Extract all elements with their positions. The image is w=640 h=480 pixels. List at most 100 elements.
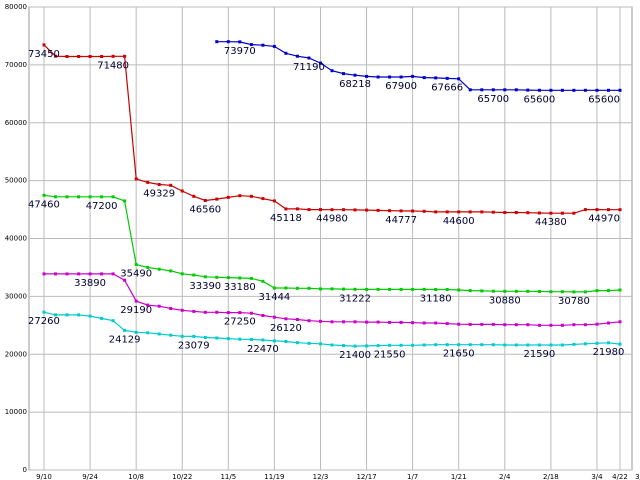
data-point (468, 210, 472, 214)
data-point (88, 55, 92, 58)
data-label: 67900 (385, 81, 417, 92)
data-point (272, 339, 276, 343)
data-point (365, 287, 369, 291)
data-point (514, 323, 518, 327)
data-point (192, 273, 196, 277)
data-point (88, 272, 92, 276)
data-point (192, 334, 196, 338)
data-point (226, 40, 230, 44)
data-point (88, 314, 92, 318)
data-point (445, 76, 449, 80)
data-point (618, 88, 622, 92)
data-point (111, 272, 115, 276)
data-point (353, 344, 357, 348)
data-point (319, 61, 322, 65)
data-point (618, 342, 622, 346)
series-layer (42, 40, 622, 348)
x-axis: 9/10 9/24 10/8 10/22 11/5 11/19 12/3 12/17 1/7 1/… (36, 473, 640, 480)
data-point (607, 88, 610, 92)
data-label: 35490 (120, 269, 152, 280)
data-point (342, 344, 345, 348)
data-point (319, 319, 322, 323)
data-label: 30780 (558, 296, 590, 307)
x-tick-label: 12/17 (356, 473, 376, 480)
data-point (537, 211, 541, 215)
data-point (457, 210, 461, 214)
data-point (169, 269, 173, 273)
data-point (295, 207, 299, 211)
data-point (226, 195, 230, 199)
data-point (146, 180, 150, 184)
data-point (307, 208, 311, 212)
data-point (572, 342, 576, 346)
data-point (607, 321, 610, 325)
data-point (503, 289, 507, 293)
data-point (146, 265, 150, 269)
data-point (330, 287, 334, 291)
data-point (411, 343, 415, 347)
data-point (203, 199, 207, 202)
data-label: 44600 (443, 216, 475, 227)
data-label: 21550 (374, 349, 406, 360)
data-point (261, 43, 265, 47)
data-point (618, 320, 622, 324)
data-point (134, 263, 138, 267)
data-point (169, 307, 173, 310)
data-point (77, 55, 81, 58)
data-point (238, 337, 242, 341)
data-point (595, 208, 599, 212)
data-point (146, 331, 150, 335)
data-point (342, 287, 345, 291)
data-point (595, 341, 599, 345)
data-point (238, 194, 242, 198)
data-point (65, 313, 69, 317)
series-0 (215, 40, 622, 92)
data-point (607, 289, 610, 293)
data-point (261, 314, 265, 317)
x-tick-label: 9/24 (82, 473, 98, 480)
data-point (457, 322, 461, 326)
data-point (491, 88, 495, 92)
data-point (180, 334, 184, 338)
data-point (249, 338, 253, 341)
data-point (215, 40, 219, 44)
data-point (365, 208, 369, 212)
data-point (388, 320, 392, 324)
data-point (607, 208, 610, 212)
y-tick-label: 40000 (5, 235, 27, 243)
data-point (491, 210, 495, 214)
data-labels: 73450 71480 73970 71190 68218 67900 67666 65700… (28, 46, 624, 361)
data-point (157, 332, 161, 336)
data-label: 44970 (588, 214, 620, 225)
data-point (295, 341, 299, 345)
x-tick-label: 3/18 (635, 473, 640, 480)
x-tick-label: 4/22 (612, 473, 628, 480)
data-label: 44777 (385, 215, 417, 226)
data-point (376, 344, 380, 348)
y-tick-label: 60000 (5, 119, 27, 127)
data-point (77, 272, 81, 276)
data-point (272, 199, 276, 203)
data-point (284, 51, 288, 55)
data-point (434, 321, 438, 325)
data-point (319, 208, 322, 212)
data-point (77, 313, 81, 317)
data-label: 26120 (270, 323, 302, 334)
data-point (42, 43, 46, 47)
data-label: 27260 (28, 316, 60, 327)
x-tick-label: 10/22 (172, 473, 192, 480)
y-tick-label: 70000 (5, 61, 27, 69)
data-point (526, 289, 530, 293)
x-tick-label: 9/10 (36, 473, 52, 480)
data-label: 31180 (420, 294, 452, 305)
data-point (376, 208, 380, 212)
data-label: 21980 (593, 347, 625, 358)
data-point (180, 189, 184, 193)
data-point (411, 74, 415, 78)
data-point (560, 211, 564, 215)
data-label: 21590 (523, 349, 555, 360)
data-point (88, 195, 92, 199)
data-point (261, 279, 265, 283)
data-point (411, 287, 415, 291)
y-tick-label: 20000 (5, 350, 27, 358)
